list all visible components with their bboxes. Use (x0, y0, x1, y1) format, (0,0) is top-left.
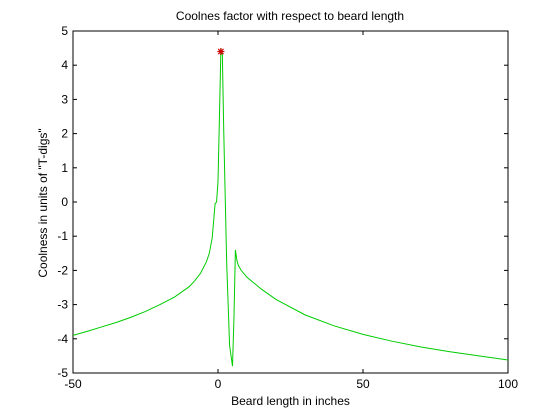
y-tick-label: 3 (61, 92, 68, 106)
x-tick-label: -50 (64, 377, 82, 391)
x-tick-label: 100 (498, 377, 518, 391)
x-axis-label: Beard length in inches (231, 394, 350, 408)
y-axis-label: Coolness in units of "T-digs" (36, 128, 50, 278)
y-tick-label: -2 (57, 263, 68, 277)
y-tick-label: 1 (61, 161, 68, 175)
max-marker-star (217, 48, 225, 56)
y-tick-label: 2 (61, 127, 68, 141)
series-line (72, 47, 509, 367)
series-group (72, 47, 509, 367)
y-tick-label: -3 (57, 298, 68, 312)
axes-box (72, 30, 509, 374)
y-tick-label: 5 (61, 24, 68, 38)
y-tick-label: -1 (57, 229, 68, 243)
y-tick-label: -4 (57, 332, 68, 346)
y-tick-label: 0 (61, 195, 68, 209)
ticks-group: -50 0 50 100 -5 -4 -3 -2 -1 0 1 2 3 4 5 (57, 24, 518, 391)
x-tick-label: 50 (356, 377, 370, 391)
y-tick-label: 4 (61, 58, 68, 72)
y-tick-label: -5 (57, 366, 68, 380)
x-tick-label: 0 (215, 377, 222, 391)
chart-title: Coolnes factor with respect to beard len… (175, 9, 405, 23)
